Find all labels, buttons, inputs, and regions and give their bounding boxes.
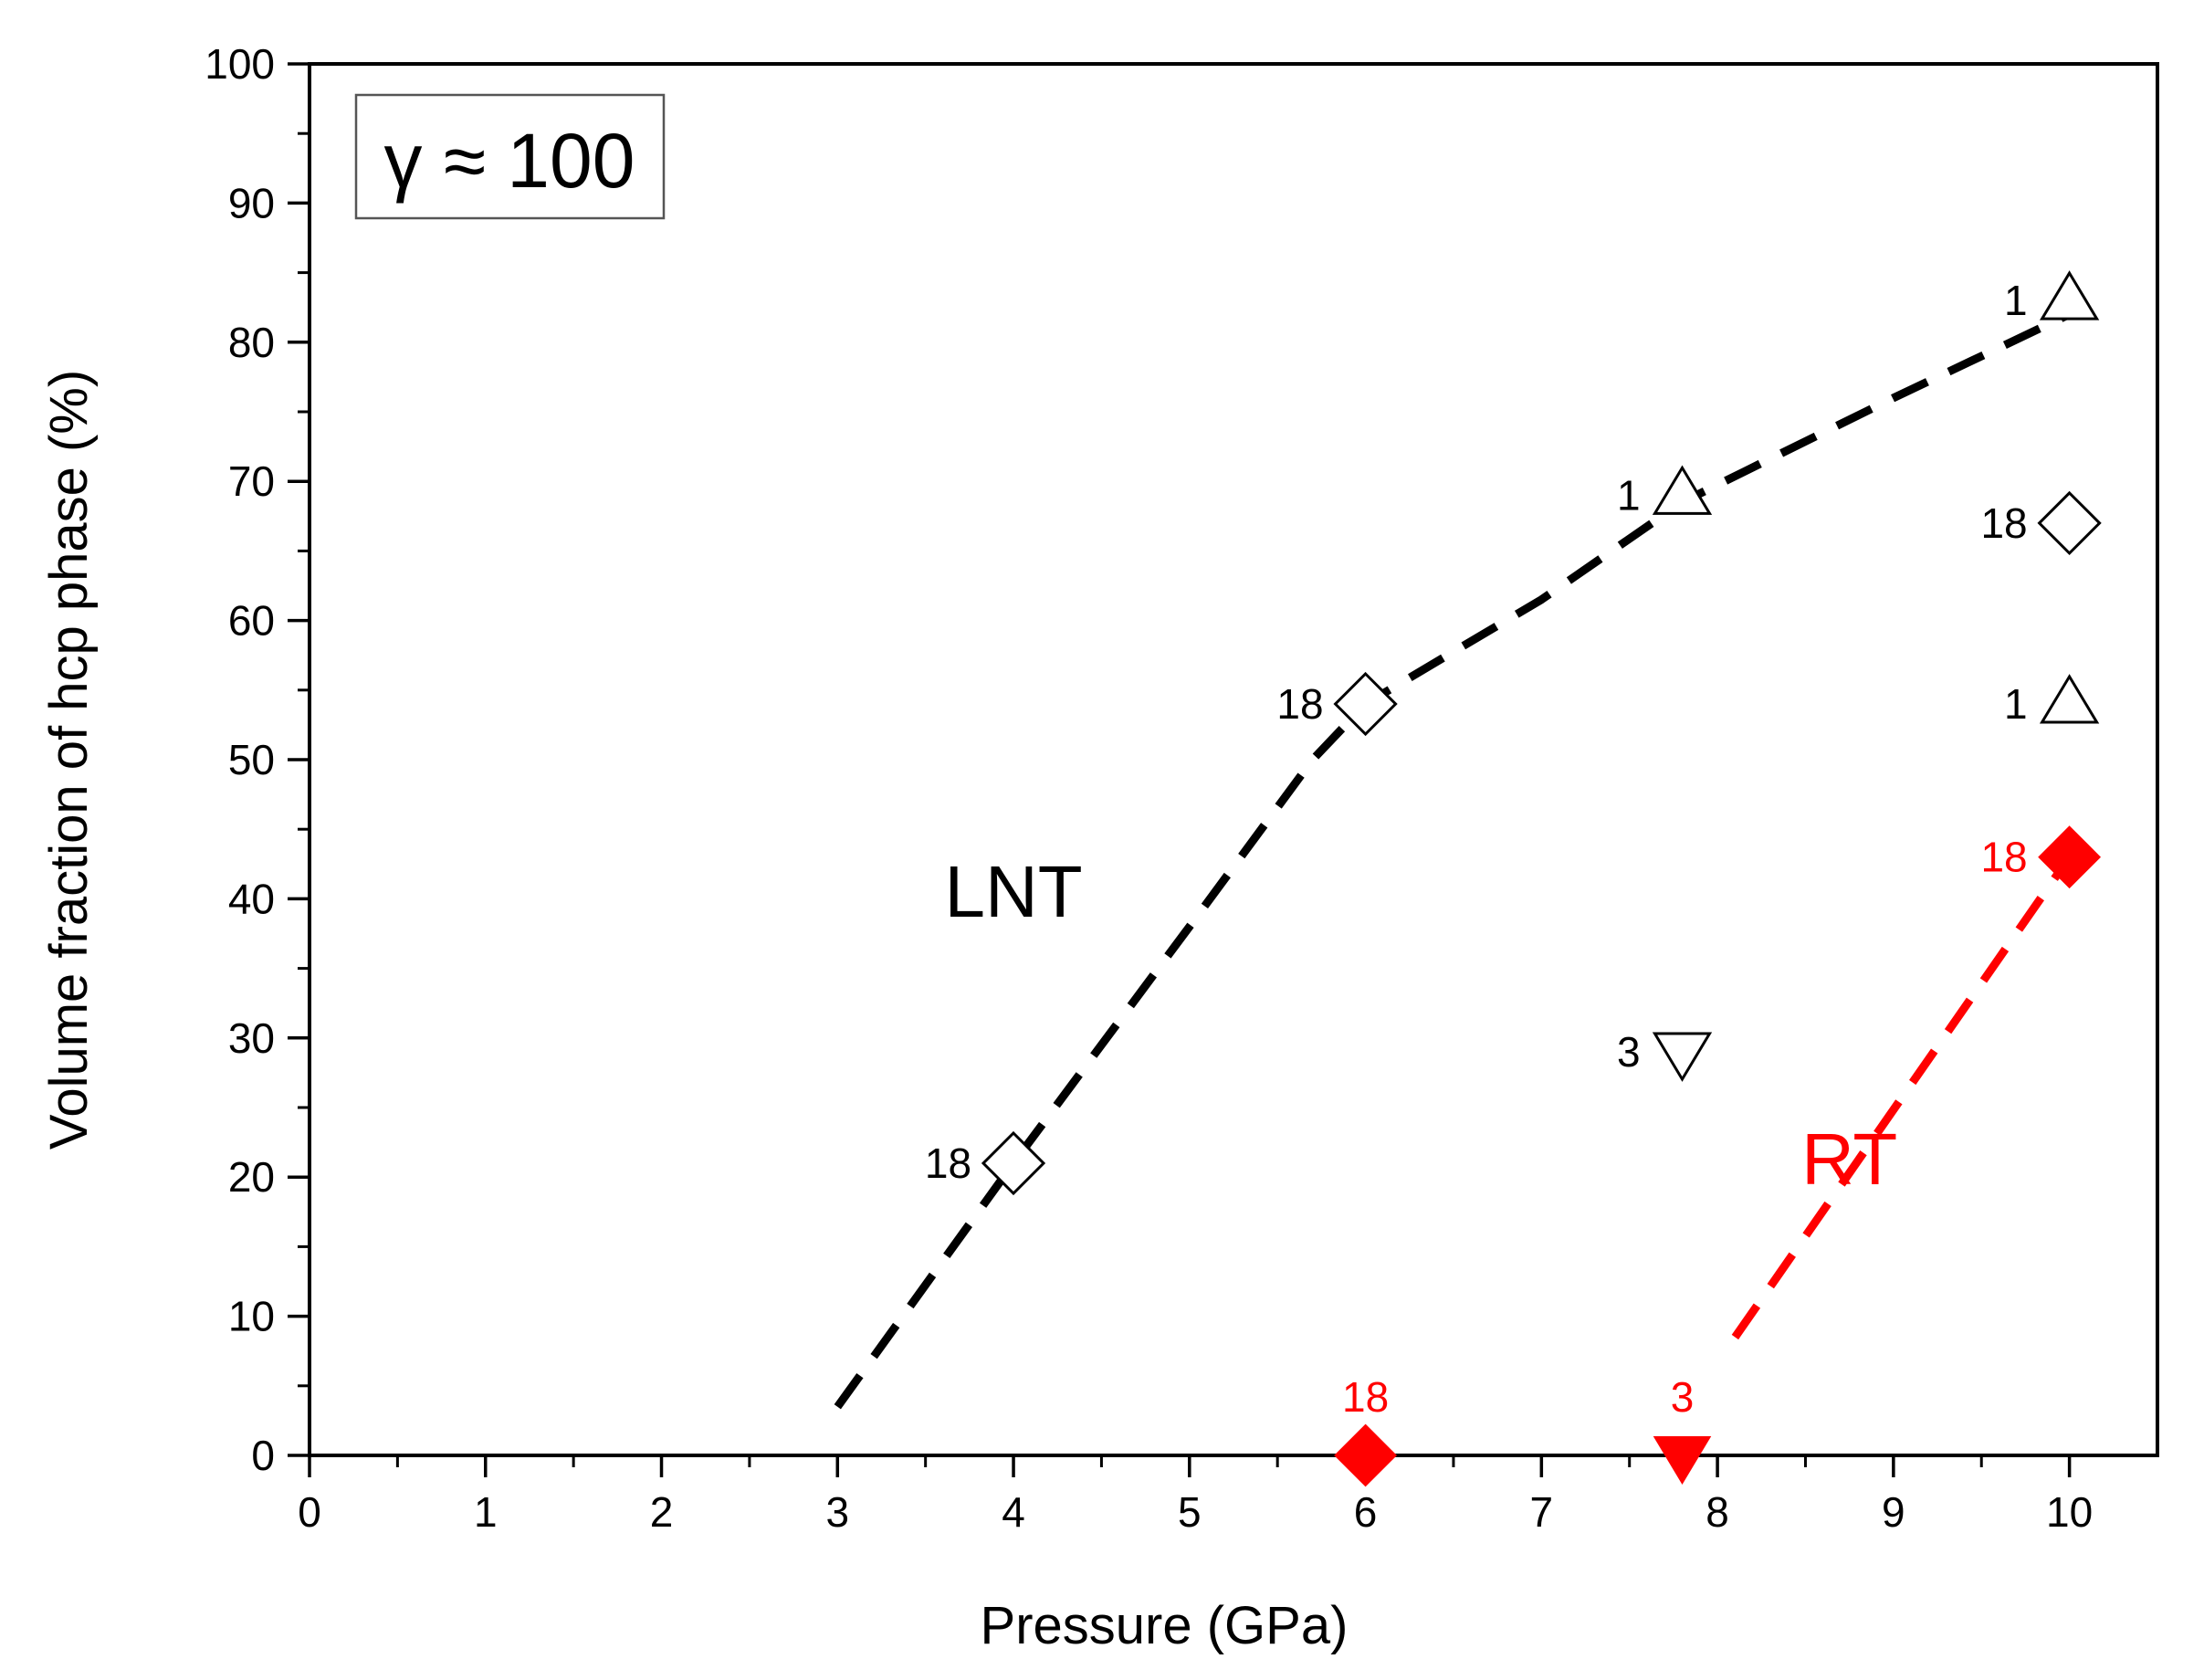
series-label-lnt: LNT: [944, 851, 1082, 932]
y-tick-label: 50: [228, 736, 275, 783]
data-point-label: 18: [925, 1139, 971, 1187]
y-tick-label: 10: [228, 1293, 275, 1340]
triangle-up-open-marker: [1652, 465, 1713, 515]
x-tick-label: 4: [1002, 1488, 1025, 1536]
triangle-up-open-marker: [2039, 270, 2100, 320]
x-tick-label: 0: [298, 1488, 321, 1536]
data-point-label: 18: [1342, 1373, 1389, 1421]
triangle-down-filled-marker: [1653, 1436, 1712, 1485]
y-tick-label: 70: [228, 457, 275, 505]
y-tick-label: 60: [228, 597, 275, 645]
data-point-label: 1: [1617, 471, 1641, 519]
data-point-label: 1: [2004, 277, 2028, 324]
x-tick-label: 8: [1705, 1488, 1729, 1536]
data-point-label: 18: [1980, 834, 2027, 881]
data-point-label: 3: [1617, 1028, 1641, 1076]
data-point-label: 18: [1980, 499, 2027, 547]
x-tick-label: 2: [650, 1488, 674, 1536]
annotation-box-frame: [354, 93, 666, 220]
y-tick-label: 0: [251, 1432, 275, 1479]
y-axis-title: Volume fraction of hcp phase (%): [39, 370, 99, 1150]
x-tick-label: 6: [1354, 1488, 1378, 1536]
x-tick-label: 7: [1530, 1488, 1554, 1536]
y-tick-label: 20: [228, 1153, 275, 1201]
y-tick-label: 90: [228, 179, 275, 226]
diamond-open-marker: [1333, 671, 1398, 737]
triangle-down-open-marker: [1652, 1032, 1713, 1082]
x-axis-title: Pressure (GPa): [981, 1596, 1349, 1655]
trend-line-rt: [1731, 855, 2073, 1340]
annotation-box: γ ≈ 100: [354, 93, 666, 220]
x-tick-label: 10: [2046, 1488, 2093, 1536]
plot-frame: [308, 62, 2159, 1457]
data-point-label: 1: [2004, 680, 2028, 728]
y-tick-label: 30: [228, 1014, 275, 1062]
diamond-open-marker: [2037, 490, 2102, 556]
y-tick-label: 100: [205, 40, 275, 88]
triangle-up-open-marker: [2039, 674, 2100, 724]
y-tick-label: 40: [228, 875, 275, 922]
x-tick-label: 1: [474, 1488, 498, 1536]
x-tick-label: 5: [1178, 1488, 1202, 1536]
data-point-label: 18: [1276, 680, 1323, 728]
series-label-rt: RT: [1801, 1118, 1897, 1200]
x-tick-label: 9: [1882, 1488, 1905, 1536]
data-point-label: 3: [1671, 1373, 1695, 1421]
y-tick-label: 80: [228, 319, 275, 366]
diamond-filled-marker: [1334, 1423, 1398, 1487]
x-tick-label: 3: [825, 1488, 849, 1536]
diamond-filled-marker: [2038, 825, 2102, 889]
diamond-open-marker: [981, 1130, 1046, 1196]
annotation-box-text: γ ≈ 100: [384, 118, 635, 204]
